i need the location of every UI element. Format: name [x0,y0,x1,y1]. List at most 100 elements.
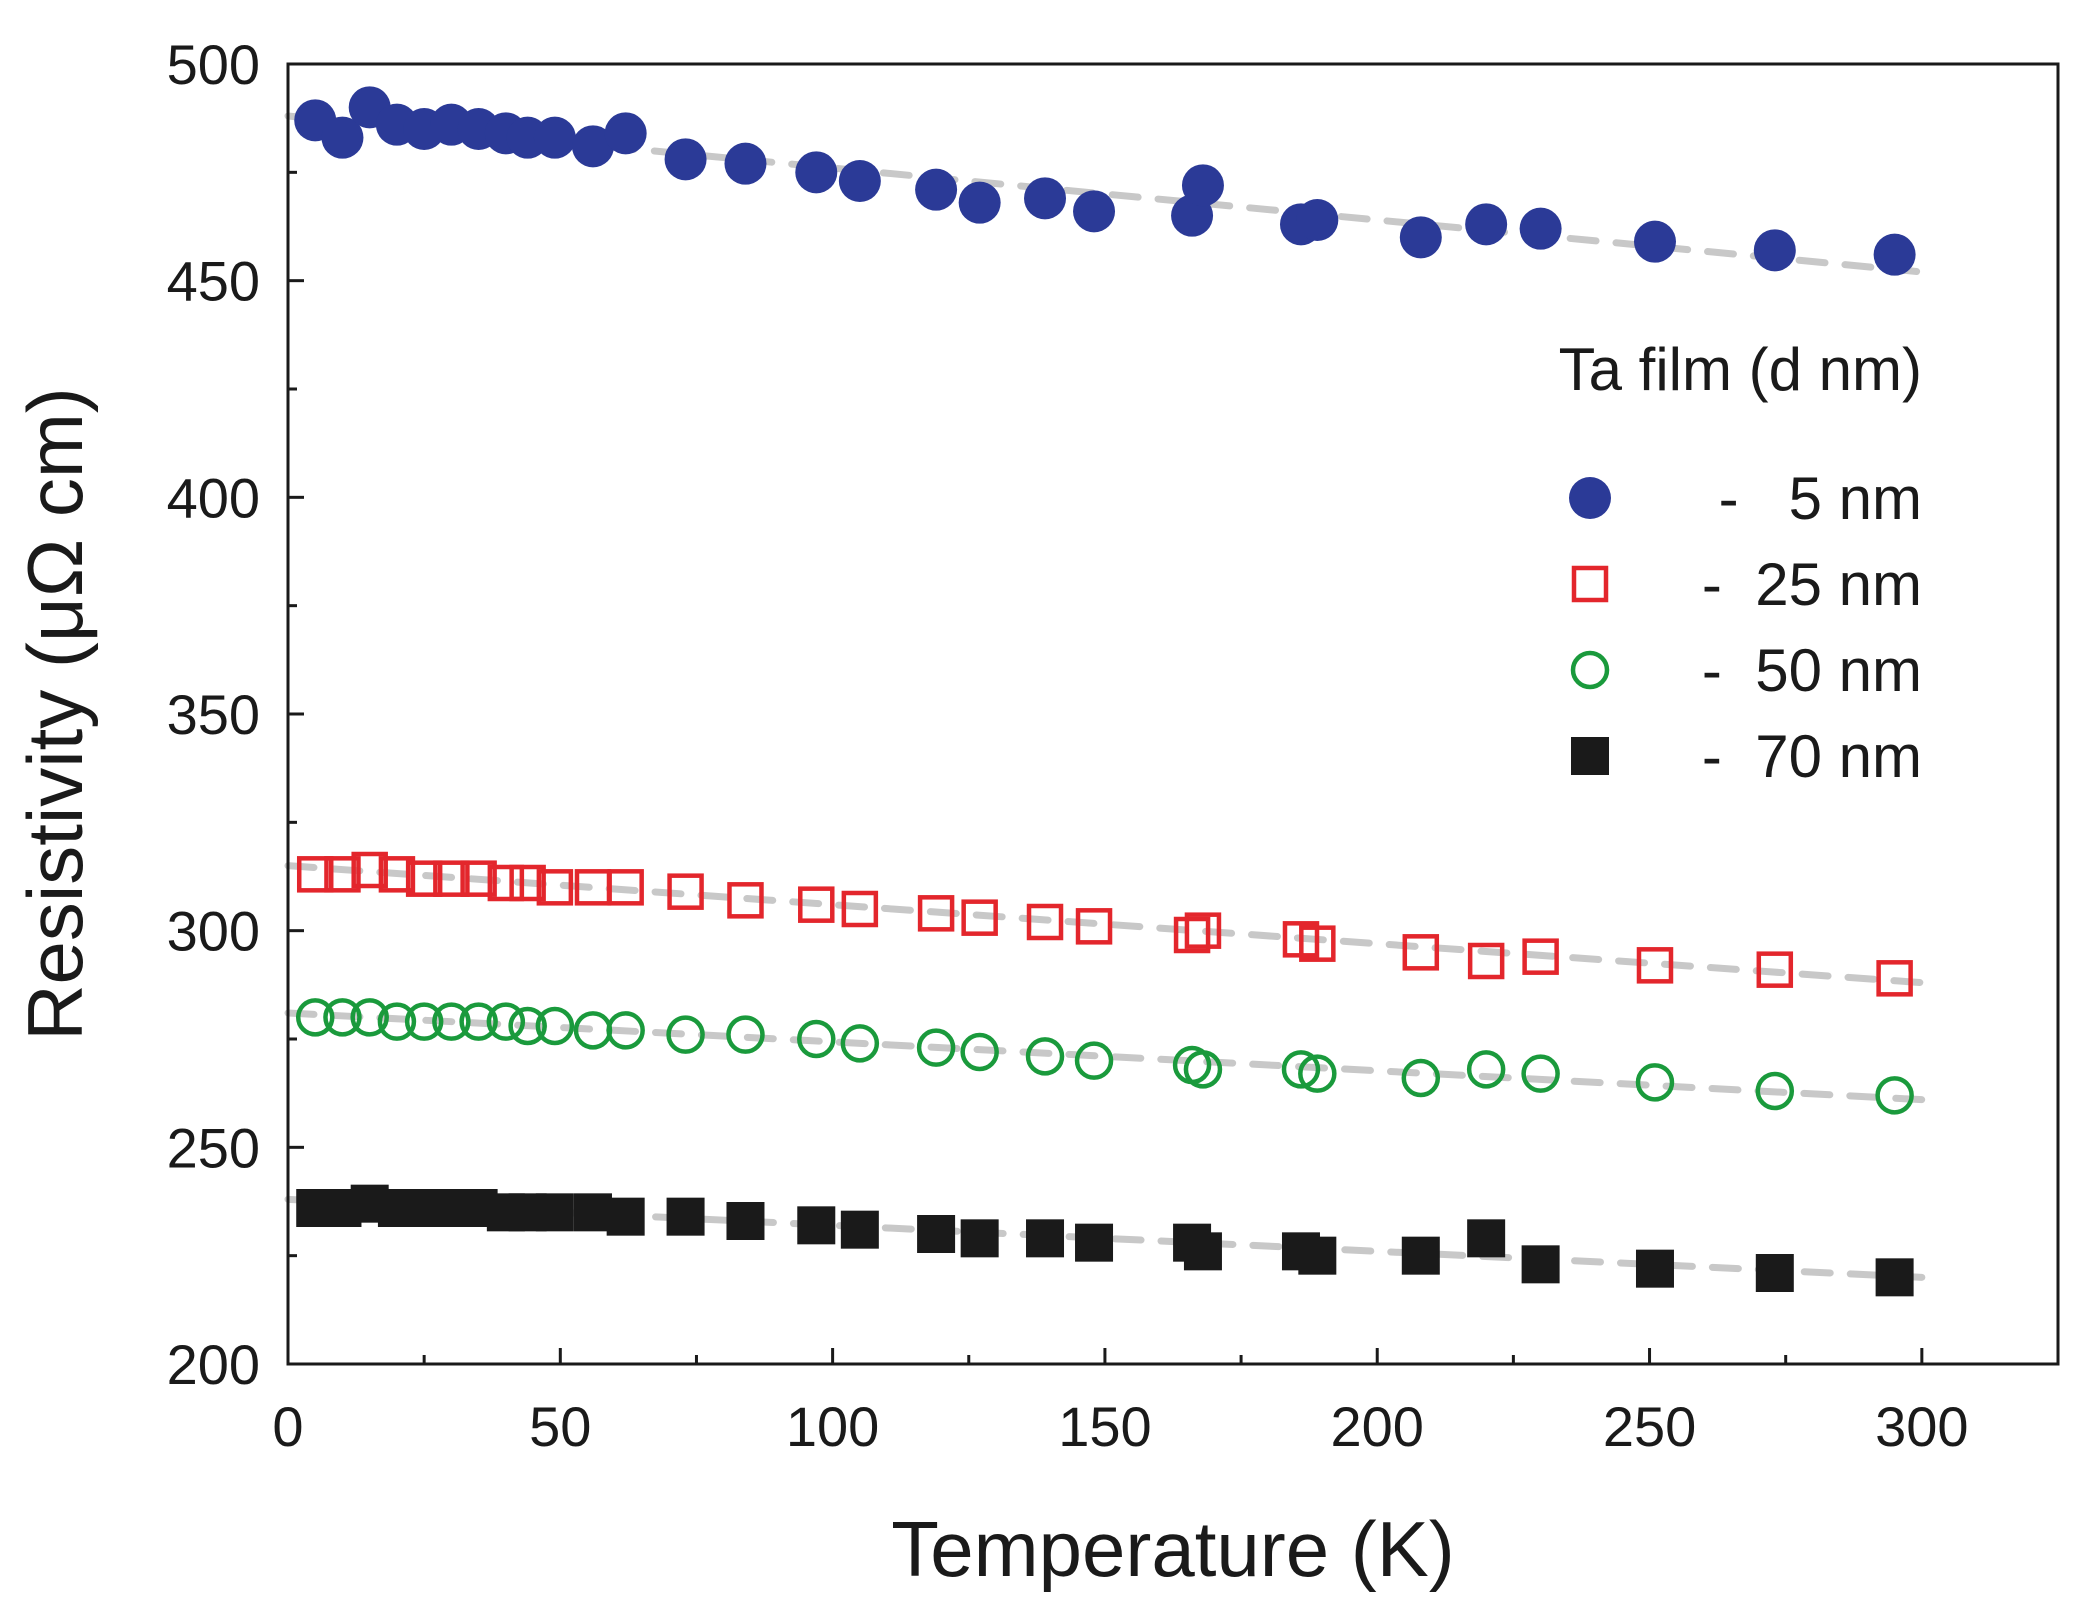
data-point [840,1024,880,1063]
data-point [508,1006,547,1046]
data-point [1635,1249,1674,1288]
data-points [294,86,1916,1297]
x-tick-label: 100 [786,1395,879,1458]
data-point [607,869,644,906]
data-point [961,899,998,936]
data-point [296,856,334,893]
data-point [1173,916,1211,954]
fit-lines [284,112,1926,1281]
series-50-nm [295,998,1914,1115]
data-point [1753,229,1796,272]
data-point [404,1002,444,1041]
data-point [486,1002,526,1041]
data-point [535,1006,575,1046]
data-point [958,181,1001,224]
data-point [606,1197,645,1236]
x-tick-labels: 0 50 100 150 200 250 300 [272,1395,1968,1458]
data-point [321,116,364,159]
data-point [726,1015,765,1054]
axis-ticks [286,62,1924,1366]
data-point [1755,1254,1794,1292]
data-point [1074,1041,1114,1080]
data-point [573,1193,612,1232]
x-tick-label: 150 [1058,1395,1151,1458]
x-tick-label: 300 [1875,1395,1968,1458]
data-point [535,1193,574,1232]
data-point [1026,1219,1065,1258]
data-point [1181,164,1224,207]
legend-item-50-nm: - 50 nm [1570,637,1922,704]
x-tick-label: 200 [1331,1395,1424,1458]
data-point [1298,1054,1337,1093]
y-tick-label: 300 [167,900,260,963]
data-point [667,873,704,910]
data-point [536,869,574,906]
data-point [798,886,835,923]
data-point [1521,1054,1560,1093]
data-point [487,864,525,902]
data-point [1184,912,1222,949]
legend-label: - 70 nm [1702,723,1922,790]
fit-line-2 [284,862,1926,987]
data-point [917,1215,956,1253]
data-point [724,142,767,185]
legend-label: - 5 nm [1719,465,1922,532]
data-point [377,1002,417,1041]
data-point [1633,220,1676,263]
series-70-nm [296,1184,1914,1297]
data-point [1025,1037,1065,1076]
data-point [1522,938,1559,975]
data-point [726,1202,765,1240]
data-point [1299,925,1336,962]
y-tick-label: 200 [167,1333,260,1396]
data-point [351,851,388,889]
data-point [960,1219,999,1258]
data-point [1183,1232,1222,1271]
data-point [1281,1050,1321,1089]
legend-item-70-nm: - 70 nm [1571,723,1922,790]
data-point [1024,177,1067,220]
data-point [666,1197,705,1236]
data-point [295,998,335,1037]
data-point [1519,207,1562,250]
data-point [459,1002,498,1041]
data-point [1026,903,1064,941]
data-point [797,1206,836,1245]
legend-marker [1571,565,1609,603]
data-point [1521,1245,1560,1284]
data-point [323,998,362,1037]
data-point [405,860,443,897]
data-point [1467,1219,1506,1258]
data-point [841,890,879,928]
data-point [432,1002,471,1041]
data-point [797,1019,836,1059]
data-point [664,138,707,181]
y-axis-label: Resistivity (μΩ cm) [11,387,99,1041]
data-point [1401,1058,1441,1098]
data-point [509,864,546,902]
data-point [533,116,576,159]
data-point [1875,1076,1914,1115]
data-point [1636,947,1674,984]
data-point [1465,203,1508,246]
x-tick-label: 50 [529,1395,591,1458]
data-point [1073,190,1116,233]
data-point [1873,233,1916,276]
data-point [838,160,881,202]
x-axis-label: Temperature (K) [891,1505,1455,1593]
data-point [1183,1050,1223,1089]
data-point [960,1032,999,1072]
data-point [666,1015,705,1054]
data-point [917,895,955,932]
data-point [1635,1063,1675,1102]
x-tick-label: 0 [272,1395,303,1458]
legend-title: Ta film (d nm) [1559,336,1922,403]
data-point [1075,908,1113,945]
data-point [1756,951,1794,988]
data-point [1466,1050,1506,1089]
data-point [378,856,416,893]
series-5-nm [294,86,1916,276]
data-point [1876,960,1913,997]
data-point [1402,934,1440,971]
